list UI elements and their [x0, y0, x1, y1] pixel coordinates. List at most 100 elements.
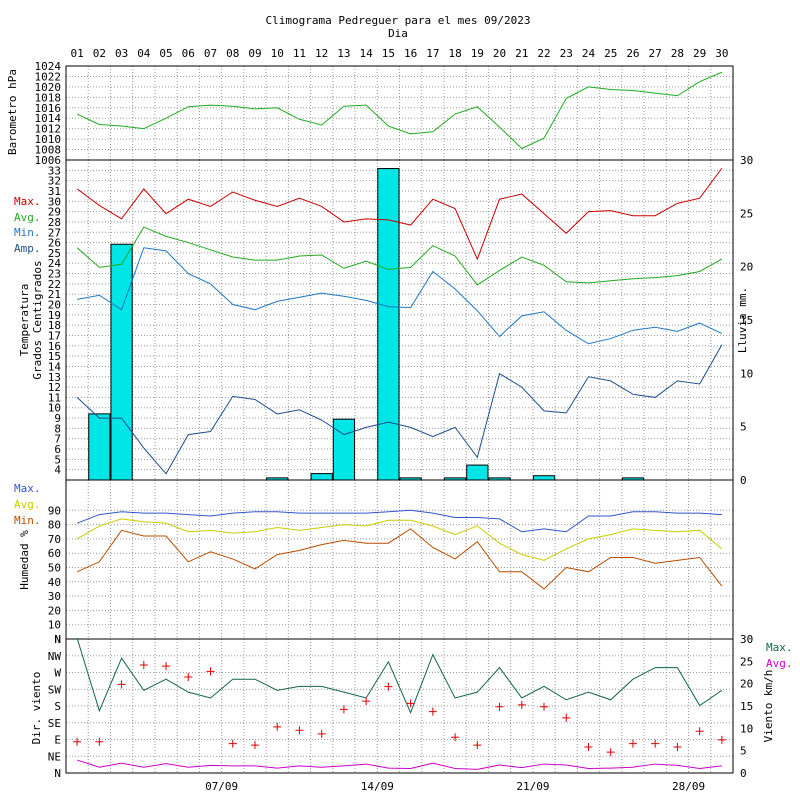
barometer-tick: 1020: [35, 81, 62, 94]
rain-bar: [110, 243, 133, 481]
day-label: 25: [604, 47, 617, 60]
rain-tick: 15: [740, 314, 753, 327]
week-label: 14/09: [361, 780, 394, 793]
temperature-tick: 31: [48, 185, 61, 198]
humidity-label: Humedad %: [18, 530, 31, 590]
temperature-legend-2: Min.: [14, 226, 41, 239]
day-label: 18: [448, 47, 461, 60]
day-label: 14: [360, 47, 374, 60]
wind-speed-tick: 30: [740, 633, 753, 646]
barometer-tick: 1024: [35, 60, 62, 73]
day-label: 09: [248, 47, 261, 60]
temperature-tick: 25: [48, 247, 61, 260]
rain-tick: 5: [740, 421, 747, 434]
wind-direction-label: Dir. viento: [30, 672, 43, 745]
rain-tick: 30: [740, 154, 753, 167]
humidity-legend-0: Max.: [14, 482, 41, 495]
week-label: 07/09: [205, 780, 238, 793]
day-label: 11: [293, 47, 306, 60]
humidity-tick: 40: [48, 576, 61, 589]
temperature-tick: 24: [48, 257, 62, 270]
day-label: 19: [471, 47, 484, 60]
temperature-tick: 26: [48, 237, 61, 250]
wind-speed-tick: 15: [740, 700, 753, 713]
x-axis-title: Dia: [388, 27, 408, 40]
wind-direction-tick: N: [54, 767, 61, 780]
wind-direction-point: [562, 713, 571, 722]
temperature-tick: 6: [54, 443, 61, 456]
wind-panel: N NE E SE S SW W NW N 0 5 10 15 20 25 30 Max. Avg. 07/0…: [30, 633, 793, 793]
day-label: 16: [404, 47, 417, 60]
wind-direction-point: [651, 739, 660, 748]
wind-direction-tick: SW: [48, 683, 62, 696]
humidity-min-line: [76, 528, 723, 590]
temperature-tick: 30: [48, 195, 61, 208]
day-label: 22: [537, 47, 550, 60]
humidity-tick: 50: [48, 562, 61, 575]
wind-speed-tick: 20: [740, 678, 753, 691]
day-label: 03: [115, 47, 128, 60]
temperature-tick: 7: [54, 433, 61, 446]
day-label: 26: [626, 47, 639, 60]
rain-bar: [532, 475, 556, 481]
wind-direction-point: [517, 700, 526, 709]
day-label: 23: [560, 47, 573, 60]
humidity-legend-2: Min.: [14, 514, 41, 527]
temperature-legend-3: Amp.: [14, 242, 41, 255]
min-temp-line: [77, 247, 723, 345]
wind-direction-tick: NE: [48, 750, 61, 763]
barometer-line: [76, 71, 723, 150]
barometer-panel: 1006100810101012101410161018102010221024…: [6, 60, 734, 167]
rain-bar: [88, 413, 111, 481]
humidity-legend-1: Avg.: [14, 498, 41, 511]
temperature-legend-0: Max.: [14, 195, 41, 208]
wind-direction-point: [473, 741, 482, 750]
day-label: 21: [515, 47, 528, 60]
day-label: 17: [426, 47, 439, 60]
temperature-panel: 4567891011121314151617181920212223242526…: [14, 154, 753, 487]
day-label: 08: [226, 47, 239, 60]
day-label: 29: [693, 47, 706, 60]
week-label: 21/09: [516, 780, 549, 793]
wind-direction-point: [584, 742, 593, 751]
wind-direction-point: [673, 742, 682, 751]
humidity-tick: 80: [48, 519, 61, 532]
humidity-tick: 60: [48, 547, 61, 560]
barometer-tick: 1016: [35, 102, 62, 115]
wind-direction-point: [117, 680, 126, 689]
humidity-tick: 30: [48, 590, 61, 603]
temperature-tick: 8: [54, 422, 61, 435]
temperature-tick: 14: [48, 360, 62, 373]
rain-bar: [310, 473, 333, 481]
wind-direction-tick: W: [54, 667, 61, 680]
wind-direction-tick: E: [54, 734, 61, 747]
wind-direction-point: [628, 739, 637, 748]
wind-direction-point: [228, 739, 237, 748]
wind-speed-tick: 10: [740, 722, 753, 735]
temperature-tick: 32: [48, 175, 61, 188]
humidity-avg-line: [76, 518, 723, 561]
temperature-tick: 28: [48, 216, 61, 229]
wind-legend-1: Avg.: [766, 657, 793, 670]
wind-direction-point: [362, 697, 371, 706]
wind-direction-point: [339, 705, 348, 714]
wind-direction-point: [406, 699, 415, 708]
temperature-tick: 16: [48, 340, 61, 353]
day-label: 20: [493, 47, 506, 60]
wind-direction-point: [495, 702, 504, 711]
wind-direction-point: [384, 682, 393, 691]
day-label: 07: [204, 47, 217, 60]
wind-direction-point: [95, 737, 104, 746]
temperature-tick: 21: [48, 288, 61, 301]
temperature-tick: 19: [48, 309, 61, 322]
wind-direction-point: [428, 707, 437, 716]
day-label: 10: [271, 47, 284, 60]
barometer-label: Barometro hPa: [6, 69, 19, 155]
day-label: 15: [382, 47, 395, 60]
wind-direction-point: [162, 662, 171, 671]
wind-speed-tick: 0: [740, 767, 747, 780]
barometer-tick: 1018: [35, 91, 62, 104]
day-label: 30: [715, 47, 728, 60]
avg-temp-line: [76, 226, 723, 286]
